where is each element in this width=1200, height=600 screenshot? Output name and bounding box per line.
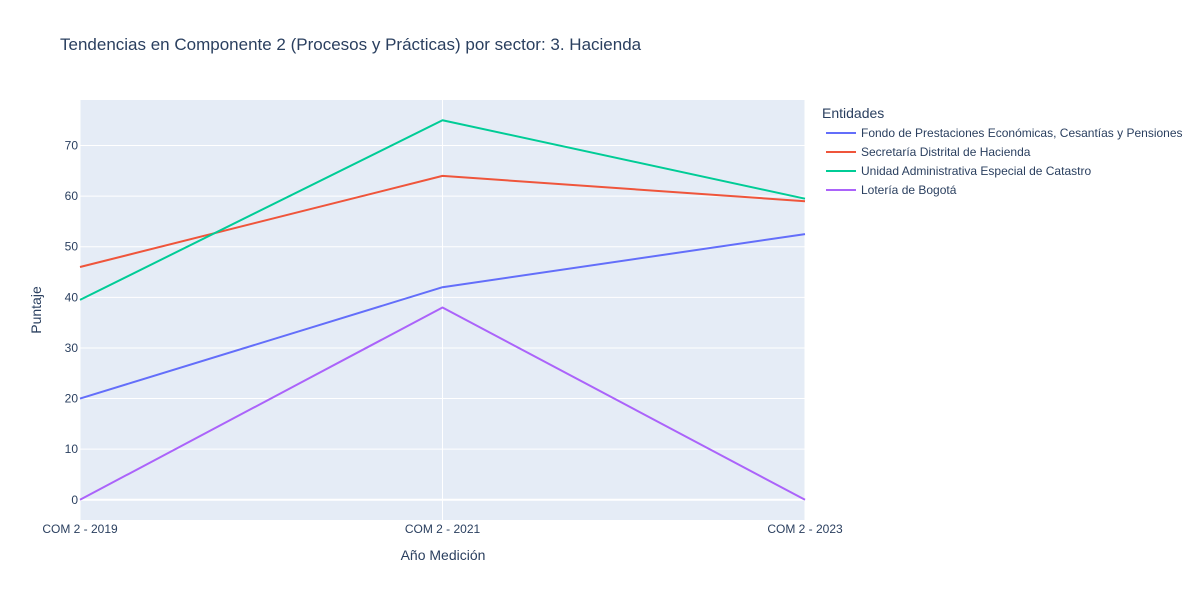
legend-item[interactable]: Secretaría Distrital de Hacienda: [826, 145, 1031, 159]
legend-title: Entidades: [822, 105, 884, 121]
x-axis-title: Año Medición: [401, 547, 486, 563]
legend-item[interactable]: Unidad Administrativa Especial de Catast…: [826, 164, 1091, 178]
series-lines: [79, 119, 806, 501]
y-axis-title: Puntaje: [28, 286, 44, 334]
y-tick-label: 70: [65, 139, 79, 153]
series-line-3: [79, 119, 806, 301]
legend-item[interactable]: Lotería de Bogotá: [826, 183, 957, 197]
legend-label: Secretaría Distrital de Hacienda: [861, 145, 1031, 159]
x-tick-label: COM 2 - 2019: [42, 522, 118, 536]
legend-label: Lotería de Bogotá: [861, 183, 957, 197]
x-tick-label: COM 2 - 2021: [405, 522, 481, 536]
x-gridlines: [79, 100, 806, 520]
series-line-1: [79, 233, 806, 400]
y-tick-label: 30: [65, 341, 79, 355]
y-tick-labels: 0 10 20 30 40 50 60 70: [65, 139, 79, 507]
y-tick-label: 0: [71, 493, 78, 507]
legend-label: Unidad Administrativa Especial de Catast…: [861, 164, 1091, 178]
y-tick-label: 20: [65, 392, 79, 406]
y-tick-label: 50: [65, 240, 79, 254]
x-tick-label: COM 2 - 2023: [767, 522, 843, 536]
legend-item[interactable]: Fondo de Prestaciones Económicas, Cesant…: [826, 126, 1183, 140]
legend[interactable]: Entidades Fondo de Prestaciones Económic…: [822, 105, 1183, 197]
chart-title: Tendencias en Componente 2 (Procesos y P…: [60, 35, 642, 54]
x-tick-labels: COM 2 - 2019 COM 2 - 2021 COM 2 - 2023: [42, 522, 843, 536]
y-tick-label: 40: [65, 290, 79, 304]
legend-label: Fondo de Prestaciones Económicas, Cesant…: [861, 126, 1183, 140]
series-line-2: [79, 174, 806, 268]
series-line-4: [79, 306, 806, 501]
y-tick-label: 60: [65, 189, 79, 203]
y-tick-label: 10: [65, 442, 79, 456]
